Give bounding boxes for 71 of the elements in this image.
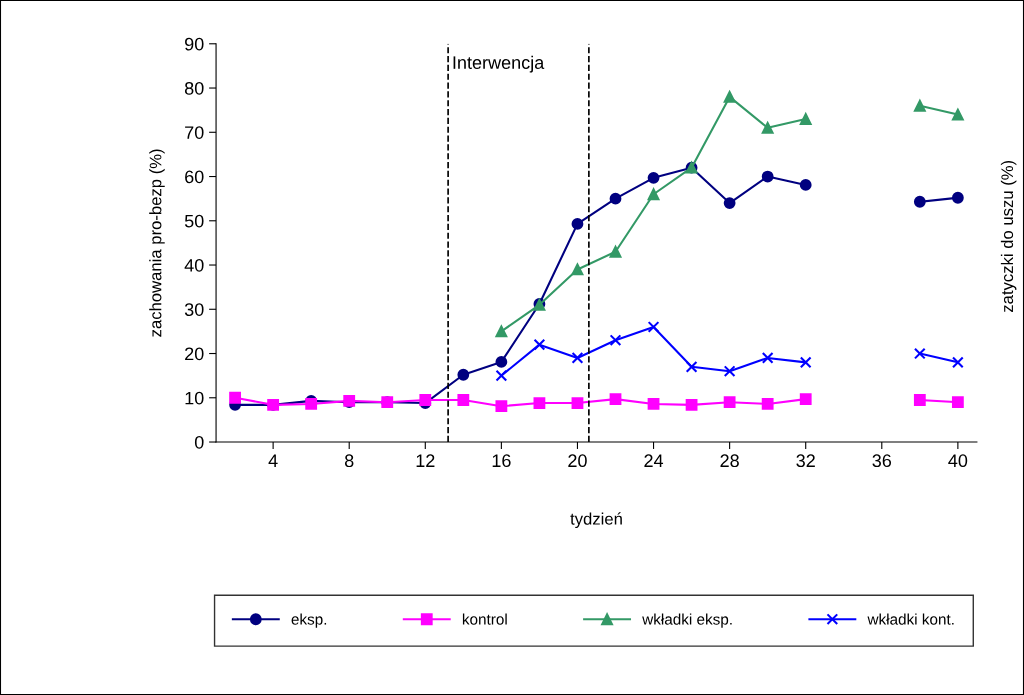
point <box>799 393 812 405</box>
x-tick-label: 16 <box>492 454 511 468</box>
y-tick-label: 80 <box>184 81 204 95</box>
point <box>913 394 926 406</box>
point <box>951 396 964 409</box>
x-tick-label: 40 <box>948 454 968 468</box>
point <box>647 398 660 410</box>
y-tick-label: 10 <box>185 391 204 405</box>
point <box>457 368 470 381</box>
point <box>951 191 964 204</box>
legend-label: kontrol <box>462 613 507 625</box>
point <box>913 347 926 360</box>
point <box>229 391 241 404</box>
y-tick-label: 0 <box>194 435 204 449</box>
ref-line-label: Interwencja <box>453 55 545 73</box>
point <box>609 393 622 405</box>
point <box>685 398 698 411</box>
point <box>799 356 812 369</box>
legend-label: wkładki eksp. <box>642 613 732 628</box>
point <box>609 192 622 205</box>
point <box>495 400 508 413</box>
point <box>533 397 546 409</box>
point <box>723 365 736 378</box>
point <box>457 394 470 406</box>
y-tick-label: 70 <box>185 126 204 139</box>
point <box>495 356 508 368</box>
y-tick-label: 40 <box>184 258 204 272</box>
point <box>533 338 546 351</box>
legend-label: eksp. <box>291 613 327 628</box>
y-tick-label: 50 <box>184 214 204 228</box>
point <box>761 170 774 183</box>
point <box>495 369 508 382</box>
x-tick-label: 20 <box>568 454 587 468</box>
point <box>761 121 774 134</box>
point <box>723 396 736 409</box>
y-tick-label: 90 <box>185 37 204 51</box>
point <box>761 352 774 364</box>
point <box>571 397 584 409</box>
point <box>647 188 660 201</box>
y-tick-label: 30 <box>184 303 204 316</box>
point <box>913 99 926 112</box>
y-tick-label: 60 <box>185 170 204 184</box>
point <box>647 321 660 333</box>
point <box>609 245 622 258</box>
point <box>647 171 660 184</box>
point <box>913 195 926 208</box>
x-tick-label: 28 <box>720 454 739 468</box>
point <box>685 360 698 373</box>
point <box>723 90 736 103</box>
x-tick-label: 32 <box>796 454 815 468</box>
point <box>799 179 812 191</box>
x-tick-label: 36 <box>872 454 892 468</box>
point <box>571 263 584 276</box>
point <box>305 398 318 410</box>
x-axis-title: tydzień <box>570 512 622 529</box>
point <box>951 356 964 369</box>
y-axis-title: zachowania pro-bezp (%) <box>149 149 165 337</box>
point <box>571 352 584 364</box>
y2-axis-title: zatyczki do uszu (%) <box>1000 160 1017 313</box>
legend-label: wkładki kont. <box>867 613 954 625</box>
point <box>609 334 622 347</box>
point <box>761 398 774 410</box>
y-tick-label: 20 <box>185 347 204 361</box>
point <box>495 325 508 338</box>
x-tick-label: 8 <box>344 454 354 468</box>
point <box>571 217 584 230</box>
point <box>951 108 964 121</box>
point <box>723 197 736 209</box>
x-tick-label: 24 <box>644 454 664 467</box>
x-tick-label: 4 <box>268 454 278 467</box>
x-tick-label: 12 <box>416 454 435 467</box>
